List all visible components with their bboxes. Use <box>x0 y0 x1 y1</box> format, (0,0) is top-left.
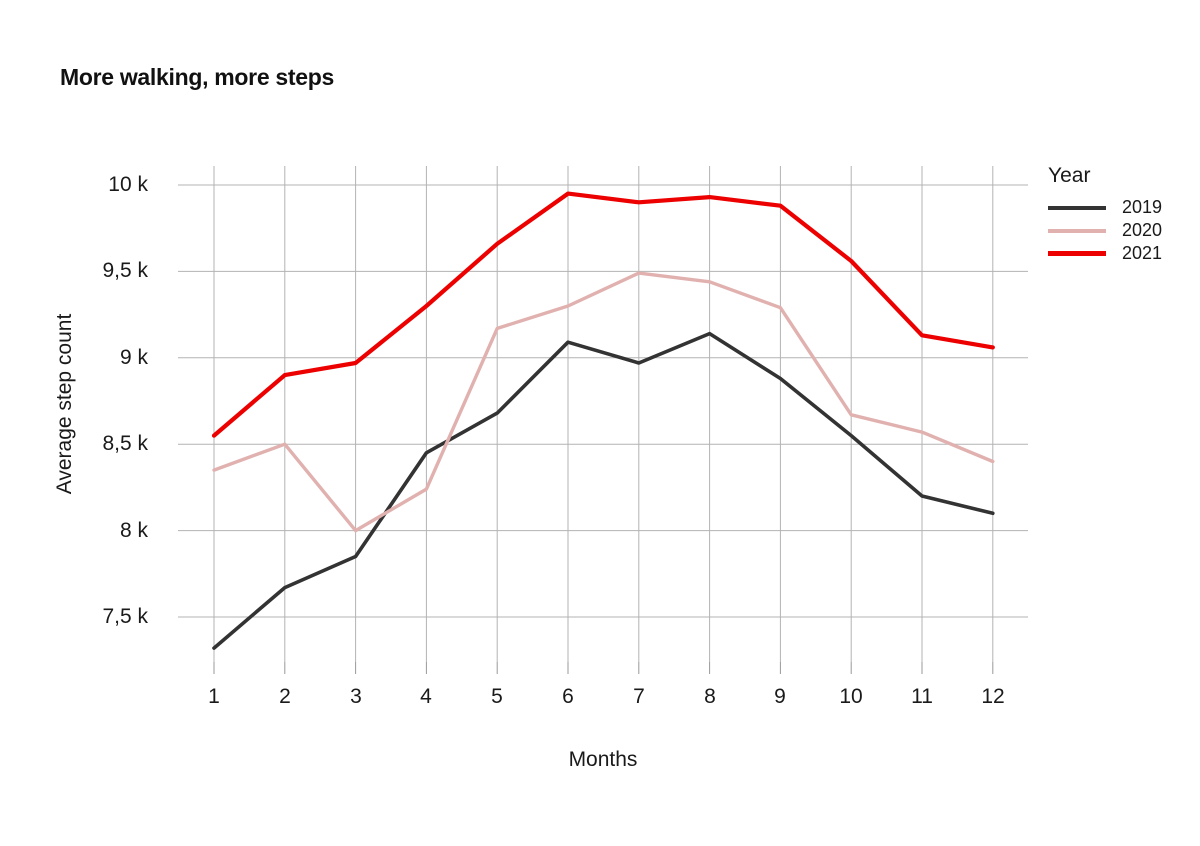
x-tick-label: 6 <box>562 685 574 708</box>
x-axis-title: Months <box>568 748 638 771</box>
x-tick-label: 12 <box>981 685 1005 708</box>
legend-swatch-2020 <box>1048 228 1106 233</box>
legend-swatch-2019 <box>1048 205 1106 210</box>
legend-entry-2019: 2019 <box>1048 196 1198 219</box>
x-tick-label: 9 <box>774 685 786 708</box>
x-tick-label: 4 <box>420 685 432 708</box>
x-tick-label: 7 <box>633 685 645 708</box>
y-tick-label: 8 k <box>119 519 148 542</box>
legend-entry-2020: 2020 <box>1048 219 1198 242</box>
x-tick-label: 1 <box>208 685 220 708</box>
y-tick-label: 9,5 k <box>102 259 148 282</box>
x-tick-label: 11 <box>911 685 933 708</box>
y-axis-title: Average step count <box>53 313 76 495</box>
x-tick-label: 3 <box>350 685 362 708</box>
legend-label: 2019 <box>1122 197 1163 217</box>
y-tick-label: 7,5 k <box>102 605 148 628</box>
series-line-2021 <box>211 191 995 438</box>
legend-entry-2021: 2021 <box>1048 242 1198 265</box>
y-tick-label: 9 k <box>119 346 148 369</box>
legend-entries: 2019 2020 2021 <box>1048 196 1198 265</box>
legend-swatch-2021 <box>1048 251 1106 256</box>
x-tick-label: 8 <box>704 685 716 708</box>
series-line-2020 <box>212 271 995 533</box>
legend-label: 2021 <box>1122 243 1163 263</box>
x-tick-label: 5 <box>491 685 503 708</box>
legend: Year 2019 2020 2021 <box>1048 164 1198 265</box>
y-tick-label: 8,5 k <box>102 432 148 455</box>
x-tick-label: 10 <box>839 685 863 708</box>
series-line-2019 <box>212 331 995 650</box>
y-tick-label: 10 k <box>108 173 148 196</box>
legend-label: 2020 <box>1122 220 1163 240</box>
legend-title: Year <box>1048 164 1091 187</box>
plot-area <box>178 166 1028 674</box>
x-tick-label: 2 <box>279 685 291 708</box>
chart-title: More walking, more steps <box>60 64 334 90</box>
